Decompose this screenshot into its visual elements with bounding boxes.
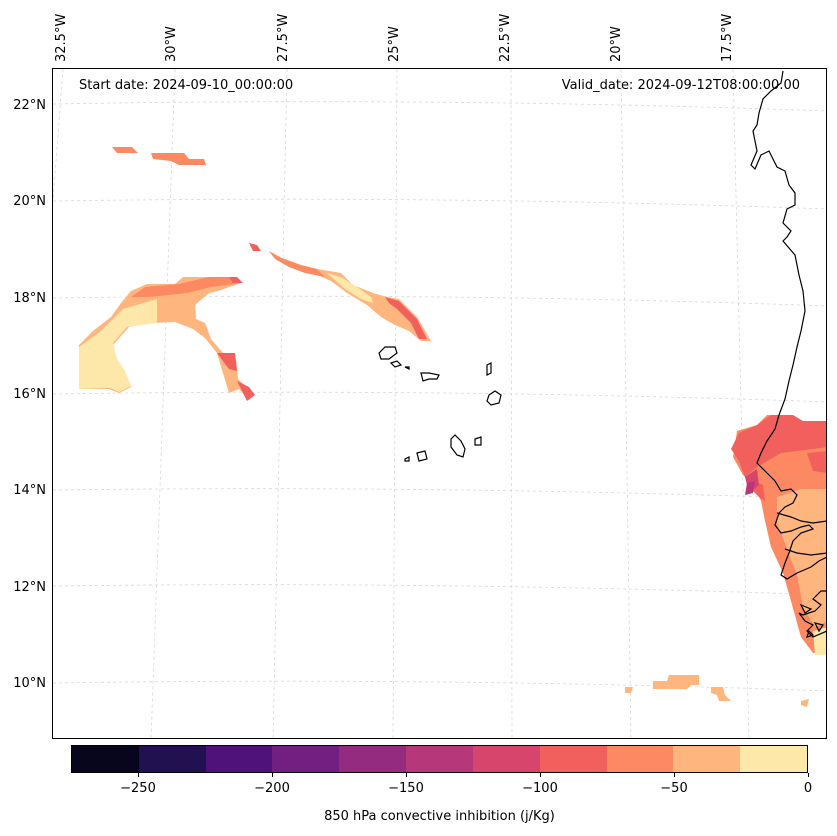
lat-label-20n: 20°N [13,194,46,209]
lat-label-12n: 12°N [13,580,46,595]
colorbar-segment [539,746,607,772]
cin-patch-africa-coast-light [777,489,826,627]
lat-label-16n: 16°N [13,387,46,402]
cin-patch-nw-1 [112,147,138,153]
island-santiago [450,434,466,458]
cin-patch-africa-coast-yellow [813,627,826,655]
colorbar-title: 850 hPa convective inhibition (j/Kg) [324,809,555,824]
cin-patch-west-arc-red-3 [237,381,255,401]
colorbar-segment [673,746,741,772]
island-sao-nicolau [420,372,440,382]
lon-label-25w: 25°W [387,26,402,62]
graticule [53,69,826,738]
cin-patch-central-band [269,251,431,341]
cin-field [79,147,826,707]
lon-label-22-5w: 22.5°W [498,13,513,62]
cin-patch-central-band-orange [269,251,325,277]
island-brava [404,456,410,462]
colorbar-tick [271,773,273,777]
lon-label-20w: 20°W [609,26,624,62]
colorbar-tick [807,773,809,777]
cin-patch-west-arc-yellow [79,299,157,392]
africa-coastline [750,70,826,580]
colorbar-segment [72,746,139,772]
colorbar-segment [472,746,540,772]
cin-patch-south-2 [625,687,633,693]
cape-verde-islands [378,346,502,462]
island-sao-vicente [389,360,403,368]
colorbar-tick [673,773,675,777]
colorbar-tick-label: 0 [803,781,813,796]
cin-patch-south-4 [801,699,809,707]
colorbar-tick-label: −100 [522,781,558,796]
colorbar-tick-label: −200 [254,781,290,796]
colorbar-tick-label: −50 [660,781,688,796]
valid-date-label: Valid_date: 2024-09-12T08:00:00.00 [561,78,800,93]
lon-label-17-5w: 17.5°W [720,13,735,62]
colorbar-segment [606,746,674,772]
map-panel [52,68,827,739]
casamance [784,548,826,556]
lon-label-30w: 30°W [164,26,179,62]
cin-patch-west-arc [79,277,253,400]
lat-label-18n: 18°N [13,291,46,306]
island-santa-luzia [404,366,410,370]
colorbar-tick-label: −250 [120,781,156,796]
colorbar-tick [405,773,407,777]
colorbar-segment [272,746,340,772]
colorbar-segment [205,746,273,772]
island-sal [486,362,492,376]
colorbar-segment [339,746,407,772]
coastlines [750,70,826,638]
map-canvas [53,69,826,738]
cin-patch-west-arc-red [229,277,243,283]
cin-patch-west-arc-orange [131,277,241,297]
cin-patch-nw-2 [151,153,206,165]
island-fogo [416,450,428,462]
colorbar-segment [138,746,206,772]
colorbar-tick [137,773,139,777]
lat-label-22n: 22°N [13,98,46,113]
lon-label-27-5w: 27.5°W [276,13,291,62]
gambia-river [776,512,826,524]
cin-patch-south-3 [711,687,731,701]
bijagos-islands [799,603,824,638]
start-date-label: Start date: 2024-09-10_00:00:00 [79,78,294,93]
cin-patch-central-band-red-2 [249,243,261,251]
cin-patch-south-1 [653,675,699,689]
cin-patch-africa-coast-red-3 [807,451,826,473]
lat-label-10n: 10°N [13,676,46,691]
colorbar [71,745,808,773]
cin-patch-africa-coast-dark [745,481,755,495]
colorbar-segment [740,746,807,772]
africa-coastline-south [798,590,826,638]
colorbar-segment [406,746,473,772]
cin-patch-west-arc-red-2 [217,353,237,371]
lat-label-14n: 14°N [13,483,46,498]
island-santo-antao [378,346,398,360]
cin-patch-central-band-yellow [327,273,373,303]
colorbar-tick [539,773,541,777]
island-maio [474,436,482,446]
cin-patch-central-band-red [385,297,427,339]
lon-label-32-5w: 32.5°W [54,13,69,62]
island-boa-vista [486,390,502,406]
cin-patch-africa-coast-red [731,415,826,477]
colorbar-tick-label: −150 [388,781,424,796]
